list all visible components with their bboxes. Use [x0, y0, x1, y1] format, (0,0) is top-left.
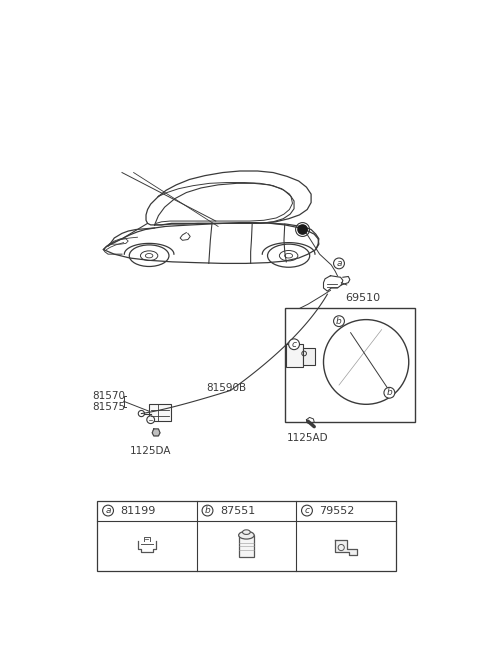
Text: a: a — [105, 506, 111, 515]
Text: 1125DA: 1125DA — [130, 446, 171, 456]
Circle shape — [288, 339, 300, 350]
Ellipse shape — [239, 531, 254, 539]
Circle shape — [334, 258, 345, 269]
Circle shape — [202, 505, 213, 516]
Bar — [286, 345, 303, 367]
Text: 81570: 81570 — [93, 391, 126, 401]
Ellipse shape — [242, 530, 250, 534]
Bar — [149, 404, 171, 421]
Circle shape — [334, 316, 345, 327]
Bar — [303, 348, 315, 365]
Circle shape — [338, 544, 344, 551]
Text: 79552: 79552 — [319, 506, 355, 515]
Text: 1125AD: 1125AD — [287, 433, 329, 443]
Polygon shape — [335, 540, 357, 555]
Text: a: a — [336, 259, 342, 268]
Text: c: c — [291, 340, 297, 348]
Bar — [239, 535, 254, 557]
Text: b: b — [204, 506, 210, 515]
Text: c: c — [304, 506, 310, 515]
Polygon shape — [152, 429, 160, 436]
Text: b: b — [386, 388, 392, 398]
Text: 69510: 69510 — [345, 293, 380, 303]
Circle shape — [147, 416, 155, 424]
Text: 81199: 81199 — [120, 506, 156, 515]
Text: 81575: 81575 — [93, 402, 126, 413]
Circle shape — [298, 225, 307, 234]
Text: b: b — [336, 316, 342, 326]
Text: 81590B: 81590B — [206, 383, 247, 393]
Text: 87551: 87551 — [220, 506, 255, 515]
Polygon shape — [180, 233, 190, 240]
Circle shape — [301, 505, 312, 516]
Bar — [285, 308, 415, 422]
Circle shape — [384, 387, 395, 398]
Bar — [97, 500, 396, 571]
Circle shape — [103, 505, 113, 516]
